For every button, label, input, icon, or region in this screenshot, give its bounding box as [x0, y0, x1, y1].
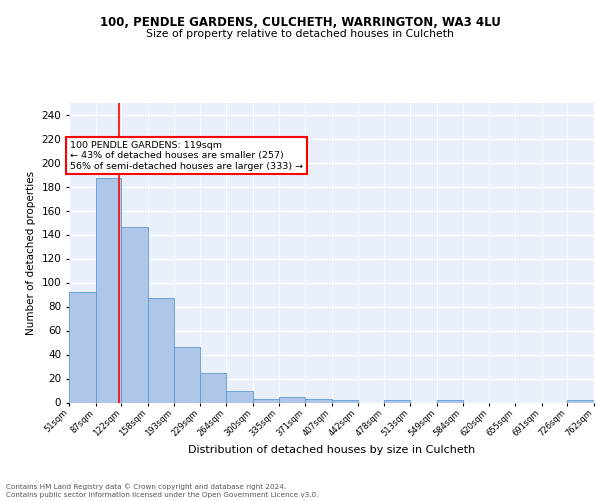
Bar: [279, 396, 305, 402]
Bar: [384, 400, 410, 402]
Bar: [148, 298, 174, 403]
X-axis label: Distribution of detached houses by size in Culcheth: Distribution of detached houses by size …: [188, 446, 475, 456]
Bar: [200, 372, 226, 402]
Text: Size of property relative to detached houses in Culcheth: Size of property relative to detached ho…: [146, 29, 454, 39]
Bar: [226, 390, 253, 402]
Y-axis label: Number of detached properties: Number of detached properties: [26, 170, 36, 334]
Text: Contains HM Land Registry data © Crown copyright and database right 2024.
Contai: Contains HM Land Registry data © Crown c…: [6, 484, 319, 498]
Bar: [253, 399, 279, 402]
Text: 100 PENDLE GARDENS: 119sqm
← 43% of detached houses are smaller (257)
56% of sem: 100 PENDLE GARDENS: 119sqm ← 43% of deta…: [70, 141, 303, 171]
Bar: [69, 292, 95, 403]
Bar: [95, 178, 121, 402]
Bar: [332, 400, 358, 402]
Bar: [568, 400, 594, 402]
Bar: [305, 399, 332, 402]
Text: 100, PENDLE GARDENS, CULCHETH, WARRINGTON, WA3 4LU: 100, PENDLE GARDENS, CULCHETH, WARRINGTO…: [100, 16, 500, 29]
Bar: [174, 348, 200, 403]
Bar: [437, 400, 463, 402]
Bar: [121, 228, 148, 402]
